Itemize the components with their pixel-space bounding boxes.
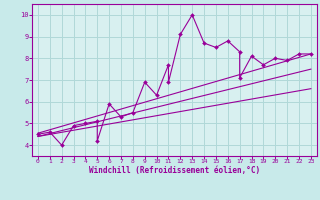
- X-axis label: Windchill (Refroidissement éolien,°C): Windchill (Refroidissement éolien,°C): [89, 166, 260, 175]
